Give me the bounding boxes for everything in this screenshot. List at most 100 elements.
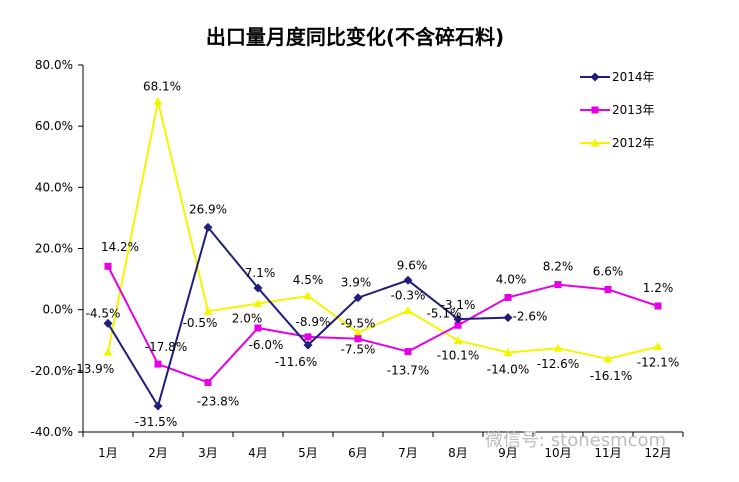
watermark-text: 微信号: stonesmcom — [485, 430, 666, 451]
point-marker-square — [404, 348, 412, 356]
point-marker-diamond — [503, 313, 513, 323]
point-marker-triangle — [453, 336, 463, 345]
data-label: 4.0% — [496, 272, 527, 286]
x-tick-label: 4月 — [248, 446, 268, 460]
data-label: 6.6% — [593, 264, 624, 278]
x-tick-label: 2月 — [148, 446, 168, 460]
x-tick-label: 9月 — [498, 446, 518, 460]
data-label: 2.0% — [232, 312, 263, 326]
point-marker-square — [304, 333, 312, 341]
x-tick-label: 5月 — [298, 446, 318, 460]
x-tick-label: 7月 — [398, 446, 418, 460]
data-label: -12.1% — [637, 356, 679, 370]
point-marker-square — [104, 262, 112, 270]
data-label: 26.9% — [189, 202, 227, 216]
data-label: -3.1% — [441, 298, 476, 312]
data-label: 1.2% — [643, 281, 674, 295]
data-label: -5.1% — [427, 306, 462, 320]
point-marker-diamond — [353, 293, 363, 303]
chart-title: 出口量月度同比变化(不含碎石料) — [206, 25, 504, 49]
point-marker-square — [454, 321, 462, 329]
point-marker-square — [591, 106, 599, 114]
series-1 — [104, 262, 662, 386]
data-labels: -4.5%-31.5%26.9%7.1%-11.6%3.9%9.6%-3.1%-… — [72, 79, 679, 429]
x-tick-label: 8月 — [448, 446, 468, 460]
data-label: 9.6% — [397, 258, 428, 272]
series-layer — [103, 96, 663, 411]
data-label: -6.0% — [249, 338, 284, 352]
point-marker-triangle — [403, 306, 413, 315]
y-tick-label: 60.0% — [35, 119, 73, 133]
point-marker-diamond — [203, 222, 213, 232]
y-tick-label: 20.0% — [35, 242, 73, 256]
data-label: -16.1% — [590, 369, 632, 383]
point-marker-diamond — [590, 72, 600, 82]
point-marker-triangle — [103, 347, 113, 356]
data-label: -14.0% — [487, 362, 529, 376]
legend: 2014年 2013年 2012年 — [580, 70, 655, 150]
point-marker-triangle — [503, 347, 513, 356]
data-label: -9.5% — [341, 317, 376, 331]
y-tick-label: -40.0% — [31, 425, 73, 439]
point-marker-triangle — [553, 343, 563, 352]
point-marker-square — [504, 293, 512, 301]
point-marker-diamond — [153, 401, 163, 411]
data-label: -31.5% — [135, 415, 177, 429]
data-label: -12.6% — [537, 357, 579, 371]
legend-label: 2012年 — [612, 136, 655, 150]
data-label: -0.5% — [183, 316, 218, 330]
y-tick-label: -20.0% — [31, 364, 73, 378]
data-label: -13.7% — [387, 364, 429, 378]
data-label: -23.8% — [197, 394, 239, 408]
series-2 — [103, 96, 663, 363]
point-marker-triangle — [353, 328, 363, 337]
y-tick-label: 40.0% — [35, 180, 73, 194]
point-marker-square — [354, 335, 362, 343]
data-label: -2.6% — [513, 310, 548, 324]
axes: 80.0% 60.0% 40.0% 20.0% 0.0% -20.0% -40.0% 1月 2月… — [31, 58, 684, 460]
x-tick-label: 3月 — [198, 446, 218, 460]
data-label: 7.1% — [245, 266, 276, 280]
point-marker-triangle — [153, 96, 163, 105]
point-marker-diamond — [403, 275, 413, 285]
point-marker-diamond — [453, 314, 463, 324]
point-marker-square — [554, 281, 562, 289]
point-marker-square — [604, 285, 612, 293]
data-label: 4.5% — [293, 273, 324, 287]
series-line — [107, 101, 659, 360]
data-label: -10.1% — [437, 349, 479, 363]
point-marker-square — [154, 360, 162, 368]
data-label: -8.9% — [296, 315, 331, 329]
data-label: -4.5% — [86, 306, 121, 320]
point-marker-triangle — [303, 291, 313, 300]
series-line — [107, 265, 659, 384]
point-marker-diamond — [303, 340, 313, 350]
point-marker-square — [254, 324, 262, 332]
data-label: -13.9% — [72, 362, 114, 376]
point-marker-diamond — [103, 318, 113, 328]
series-0 — [103, 222, 513, 411]
x-tick-label: 6月 — [348, 446, 368, 460]
y-tick-label: 0.0% — [43, 303, 74, 317]
data-label: -7.5% — [341, 343, 376, 357]
data-label: -0.3% — [391, 289, 426, 303]
data-label: -17.8% — [145, 340, 187, 354]
x-tick-label: 12月 — [644, 446, 671, 460]
point-marker-diamond — [253, 283, 263, 293]
x-tick-label: 11月 — [594, 446, 621, 460]
data-label: -11.6% — [275, 355, 317, 369]
point-marker-square — [654, 302, 662, 310]
legend-label: 2013年 — [612, 103, 655, 117]
data-label: 68.1% — [143, 79, 181, 93]
point-marker-triangle — [203, 306, 213, 315]
data-label: 14.2% — [101, 240, 139, 254]
point-marker-triangle — [590, 138, 600, 147]
x-tick-label: 10月 — [544, 446, 571, 460]
data-label: 3.9% — [341, 276, 372, 290]
point-marker-triangle — [653, 342, 663, 351]
point-marker-square — [204, 378, 212, 386]
legend-label: 2014年 — [612, 70, 655, 84]
y-tick-label: 80.0% — [35, 58, 73, 72]
